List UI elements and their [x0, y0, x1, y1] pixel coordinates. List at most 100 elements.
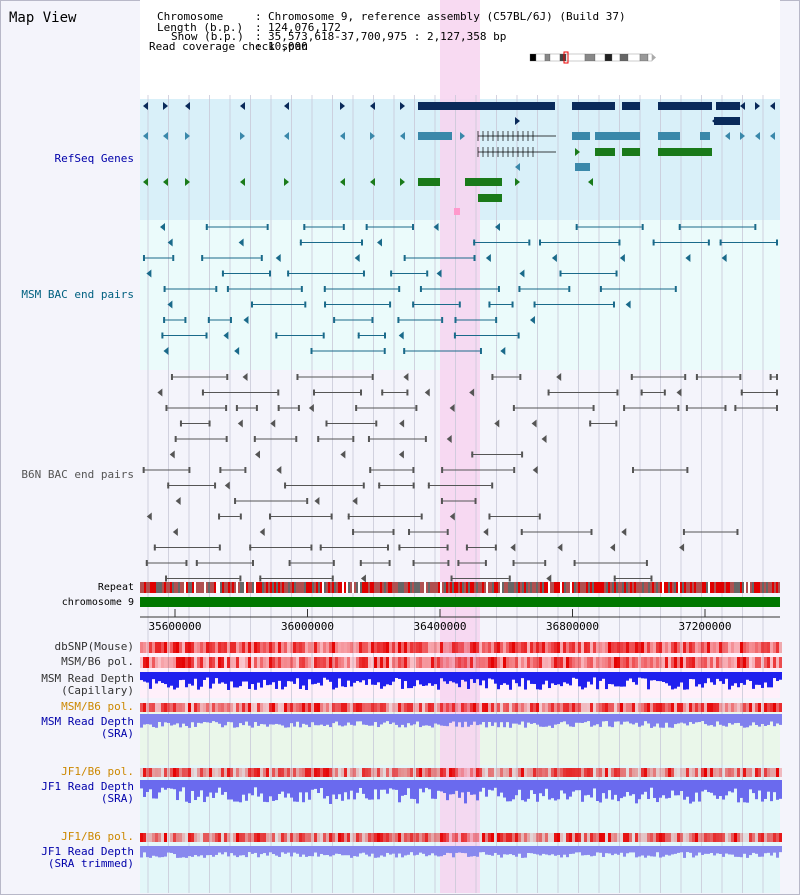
- msm-sra-depth-bar: [155, 714, 158, 728]
- jf1-pol2-cell: [392, 833, 395, 842]
- repeat-block: [556, 582, 558, 593]
- msm-sra-depth-bar: [281, 714, 284, 726]
- b6n-bac-end: [331, 575, 334, 582]
- repeat-block: [584, 582, 586, 593]
- jf1-b6-pol2-track-label[interactable]: JF1/B6 pol.: [61, 830, 134, 843]
- msm-b6-pol2-track-label[interactable]: MSM/B6 pol.: [61, 700, 134, 713]
- repeat-block: [770, 582, 772, 593]
- msm-cap-depth-bar: [350, 672, 353, 687]
- repeat-block: [638, 582, 640, 593]
- jf1-trim-depth-bar: [410, 846, 413, 853]
- msm-cap-depth-bar: [212, 672, 215, 684]
- dbsnp-track-label[interactable]: dbSNP(Mouse): [54, 640, 134, 653]
- msm-pol-cell: [419, 657, 422, 668]
- msm-sra-depth-bar: [233, 714, 236, 728]
- msm-bac-track-label[interactable]: MSM BAC end pairs: [21, 288, 134, 301]
- jf1-b6-pol-track-label[interactable]: JF1/B6 pol.: [61, 765, 134, 778]
- msm-cap-depth-bar: [383, 672, 386, 687]
- jf1-pol2-cell: [404, 833, 407, 842]
- msm-pol2-cell: [527, 703, 530, 712]
- repeat-block: [230, 582, 232, 593]
- msm-sra-depth-bar: [386, 714, 389, 722]
- b6n-bac-arrow: [276, 466, 282, 474]
- msm-bac-end: [365, 224, 368, 230]
- jf1-trim-depth-bar: [332, 846, 335, 856]
- gene-arrow: [625, 102, 630, 110]
- msm-cap-depth-bar: [191, 672, 194, 686]
- jf1-pol-cell: [596, 768, 599, 777]
- jf1-sra-depth-bar: [380, 780, 383, 790]
- jf1-trim-depth-bar: [596, 846, 599, 853]
- msm-pol2-cell: [758, 703, 761, 712]
- msm-bac-end: [287, 270, 290, 277]
- b6n-bac-end: [284, 482, 287, 489]
- jf1-sra-depth-bar: [167, 780, 170, 789]
- dbsnp-cell: [287, 642, 290, 653]
- jf1-pol2-cell: [572, 833, 575, 842]
- gene-arrow: [370, 178, 375, 186]
- jf1-sra-depth-bar: [290, 780, 293, 798]
- jf1-pol2-cell: [581, 833, 584, 842]
- dbsnp-cell: [662, 642, 665, 653]
- jf1-pol-cell: [770, 768, 773, 777]
- msm-pol-cell: [455, 657, 458, 668]
- jf1-trim-depth-bar: [575, 846, 578, 853]
- msm-depth-capillary-label[interactable]: MSM Read Depth: [41, 672, 134, 685]
- jf1-depth-trimmed-label[interactable]: JF1 Read Depth: [41, 845, 134, 858]
- msm-pol-cell: [707, 657, 710, 668]
- msm-depth-capillary-sub: (Capillary): [61, 684, 134, 697]
- repeat-block: [164, 582, 166, 593]
- jf1-pol-cell: [593, 768, 596, 777]
- msm-sra-depth-bar: [443, 714, 446, 726]
- msm-sra-depth-bar: [389, 714, 392, 725]
- jf1-trim-depth-bar: [254, 846, 257, 853]
- msm-bac-end: [575, 224, 578, 230]
- msm-sra-depth-bar: [644, 714, 647, 722]
- msm-cap-depth-bar: [290, 672, 293, 682]
- b6n-bac-arrow: [146, 512, 152, 521]
- jf1-trim-depth-bar: [719, 846, 722, 854]
- dbsnp-cell: [674, 642, 677, 653]
- jf1-pol-cell: [338, 768, 341, 777]
- refseq-track-label[interactable]: RefSeq Genes: [54, 152, 134, 165]
- repeat-block: [494, 582, 496, 593]
- repeat-block: [204, 582, 206, 593]
- jf1-trim-depth-bar: [599, 846, 602, 853]
- jf1-sra-depth-bar: [524, 780, 527, 802]
- jf1-depth-sra-label[interactable]: JF1 Read Depth: [41, 780, 134, 793]
- b6n-bac-track-label[interactable]: B6N BAC end pairs: [21, 468, 134, 481]
- msm-sra-depth-bar: [170, 714, 173, 726]
- msm-depth-sra-label[interactable]: MSM Read Depth: [41, 715, 134, 728]
- dbsnp-cell: [428, 642, 431, 653]
- dbsnp-cell: [155, 642, 158, 653]
- jf1-pol2-cell: [266, 833, 269, 842]
- repeat-block: [684, 582, 686, 593]
- msm-pol2-cell: [581, 703, 584, 712]
- msm-b6-pol-track-label[interactable]: MSM/B6 pol.: [61, 655, 134, 668]
- msm-pol-cell: [317, 657, 320, 668]
- msm-pol-cell: [674, 657, 677, 668]
- repeat-block: [598, 582, 600, 593]
- repeat-block: [764, 582, 766, 593]
- msm-pol2-cell: [671, 703, 674, 712]
- msm-pol2-cell: [701, 703, 704, 712]
- dbsnp-cell: [263, 642, 266, 653]
- msm-pol-cell: [533, 657, 536, 668]
- repeat-block: [288, 582, 290, 593]
- jf1-sra-depth-bar: [650, 780, 653, 788]
- dbsnp-cell: [449, 642, 452, 653]
- jf1-pol-cell: [140, 768, 143, 777]
- msm-sra-depth-bar: [383, 714, 386, 723]
- msm-pol-cell: [662, 657, 665, 668]
- jf1-pol-cell: [701, 768, 704, 777]
- msm-pol2-cell: [164, 703, 167, 712]
- msm-cap-depth-bar: [326, 672, 329, 680]
- gene-arrow: [185, 102, 190, 110]
- repeat-block: [188, 582, 190, 593]
- repeat-block: [610, 582, 612, 593]
- msm-cap-depth-bar: [764, 672, 767, 683]
- dbsnp-cell: [251, 642, 254, 653]
- msm-pol2-cell: [575, 703, 578, 712]
